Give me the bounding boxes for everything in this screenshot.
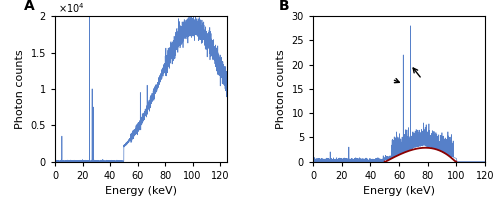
X-axis label: Energy (keV): Energy (keV) [363,186,435,196]
Y-axis label: Photon counts: Photon counts [15,49,25,129]
Y-axis label: Photon counts: Photon counts [276,49,286,129]
X-axis label: Energy (keV): Energy (keV) [105,186,177,196]
Text: B: B [278,0,289,13]
Text: A: A [24,0,35,13]
Text: $\times10^4$: $\times10^4$ [58,1,85,15]
